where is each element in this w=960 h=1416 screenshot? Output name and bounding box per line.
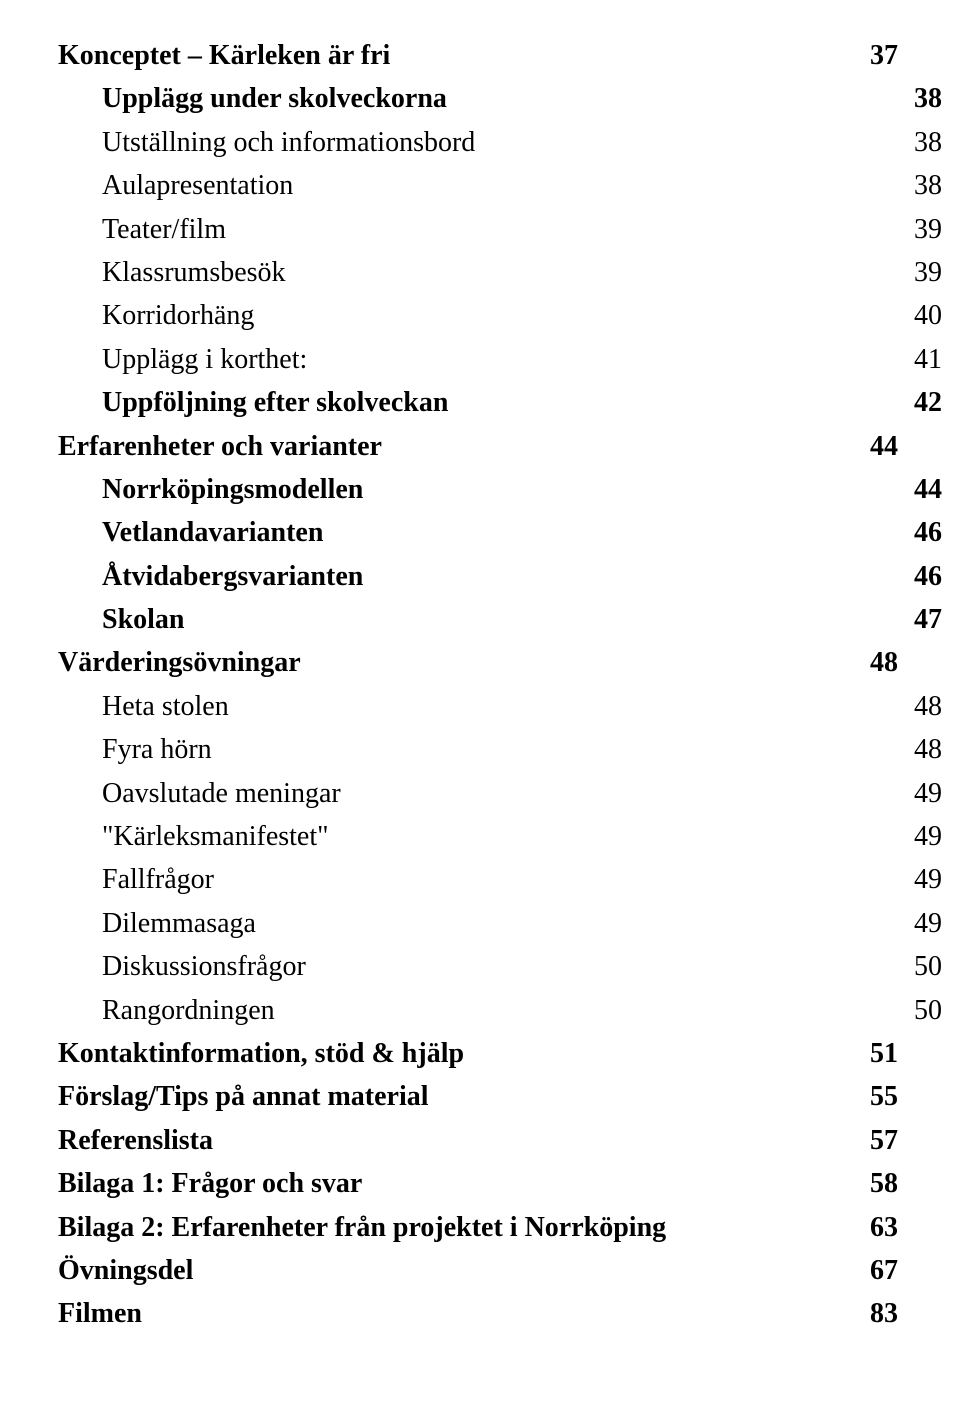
toc-row: Uppföljning efter skolveckan 42 — [58, 381, 942, 424]
toc-row: Erfarenheter och varianter 44 — [58, 425, 898, 468]
toc-page: 49 — [914, 772, 942, 815]
toc-page: 55 — [870, 1075, 898, 1118]
toc-page: 63 — [870, 1206, 898, 1249]
toc-row: "Kärleksmanifestet" 49 — [58, 815, 942, 858]
toc-row: Bilaga 1: Frågor och svar 58 — [58, 1162, 898, 1205]
table-of-contents: Konceptet – Kärleken är fri 37 Upplägg und… — [58, 34, 898, 1336]
toc-row: Förslag/Tips på annat material 55 — [58, 1075, 898, 1118]
toc-page: 67 — [870, 1249, 898, 1292]
toc-label: Teater/film — [102, 208, 226, 251]
toc-row: Filmen 83 — [58, 1292, 898, 1335]
toc-page: 48 — [914, 685, 942, 728]
toc-label: Rangordningen — [102, 989, 275, 1032]
toc-label: Dilemmasaga — [102, 902, 256, 945]
toc-label: Skolan — [102, 598, 185, 641]
toc-row: Upplägg i korthet: 41 — [58, 338, 942, 381]
toc-page: 46 — [914, 555, 942, 598]
toc-label: Upplägg under skolveckorna — [102, 77, 447, 120]
toc-row: Bilaga 2: Erfarenheter från projektet i … — [58, 1206, 898, 1249]
toc-row: Konceptet – Kärleken är fri 37 — [58, 34, 898, 77]
toc-row: Korridorhäng 40 — [58, 294, 942, 337]
toc-page: 48 — [870, 641, 898, 684]
toc-label: Bilaga 2: Erfarenheter från projektet i … — [58, 1206, 666, 1249]
toc-row: Heta stolen 48 — [58, 685, 942, 728]
toc-page: 38 — [914, 77, 942, 120]
toc-label: Konceptet – Kärleken är fri — [58, 34, 390, 77]
toc-label: Bilaga 1: Frågor och svar — [58, 1162, 362, 1205]
toc-page: 40 — [914, 294, 942, 337]
toc-page: 41 — [914, 338, 942, 381]
toc-label: Fallfrågor — [102, 858, 214, 901]
toc-page: 50 — [914, 945, 942, 988]
toc-page: 83 — [870, 1292, 898, 1335]
toc-label: Referenslista — [58, 1119, 213, 1162]
toc-page: 39 — [914, 208, 942, 251]
toc-row: Diskussionsfrågor 50 — [58, 945, 942, 988]
toc-label: Heta stolen — [102, 685, 229, 728]
toc-page: 37 — [870, 34, 898, 77]
toc-page: 49 — [914, 815, 942, 858]
toc-label: Förslag/Tips på annat material — [58, 1075, 429, 1118]
toc-row: Åtvidabergsvarianten 46 — [58, 555, 942, 598]
toc-page: 38 — [914, 164, 942, 207]
toc-page: 42 — [914, 381, 942, 424]
toc-page: 50 — [914, 989, 942, 1032]
toc-label: Oavslutade meningar — [102, 772, 341, 815]
toc-row: Fallfrågor 49 — [58, 858, 942, 901]
toc-row: Referenslista 57 — [58, 1119, 898, 1162]
toc-label: Aulapresentation — [102, 164, 293, 207]
toc-row: Norrköpingsmodellen 44 — [58, 468, 942, 511]
toc-page: 48 — [914, 728, 942, 771]
toc-label: Norrköpingsmodellen — [102, 468, 363, 511]
toc-label: "Kärleksmanifestet" — [102, 815, 329, 858]
toc-page: 57 — [870, 1119, 898, 1162]
toc-page: 39 — [914, 251, 942, 294]
toc-page: 44 — [914, 468, 942, 511]
toc-label: Korridorhäng — [102, 294, 254, 337]
toc-row: Fyra hörn 48 — [58, 728, 942, 771]
toc-row: Oavslutade meningar 49 — [58, 772, 942, 815]
toc-label: Utställning och informationsbord — [102, 121, 475, 164]
toc-row: Värderingsövningar 48 — [58, 641, 898, 684]
toc-page: 38 — [914, 121, 942, 164]
toc-row: Vetlandavarianten 46 — [58, 511, 942, 554]
toc-row: Dilemmasaga 49 — [58, 902, 942, 945]
toc-label: Upplägg i korthet: — [102, 338, 307, 381]
toc-row: Klassrumsbesök 39 — [58, 251, 942, 294]
toc-label: Kontaktinformation, stöd & hjälp — [58, 1032, 464, 1075]
toc-row: Kontaktinformation, stöd & hjälp 51 — [58, 1032, 898, 1075]
toc-page: 47 — [914, 598, 942, 641]
toc-label: Vetlandavarianten — [102, 511, 323, 554]
toc-page: 51 — [870, 1032, 898, 1075]
toc-label: Värderingsövningar — [58, 641, 301, 684]
toc-label: Uppföljning efter skolveckan — [102, 381, 448, 424]
toc-label: Erfarenheter och varianter — [58, 425, 382, 468]
toc-page: 58 — [870, 1162, 898, 1205]
toc-row: Aulapresentation 38 — [58, 164, 942, 207]
toc-row: Upplägg under skolveckorna 38 — [58, 77, 942, 120]
toc-label: Filmen — [58, 1292, 142, 1335]
toc-page: 49 — [914, 902, 942, 945]
toc-row: Teater/film 39 — [58, 208, 942, 251]
toc-label: Diskussionsfrågor — [102, 945, 306, 988]
toc-label: Fyra hörn — [102, 728, 212, 771]
toc-page: 44 — [870, 425, 898, 468]
toc-page: 46 — [914, 511, 942, 554]
toc-label: Övningsdel — [58, 1249, 193, 1292]
toc-page: 49 — [914, 858, 942, 901]
toc-row: Utställning och informationsbord 38 — [58, 121, 942, 164]
toc-label: Åtvidabergsvarianten — [102, 555, 363, 598]
toc-label: Klassrumsbesök — [102, 251, 286, 294]
toc-row: Rangordningen 50 — [58, 989, 942, 1032]
toc-row: Övningsdel 67 — [58, 1249, 898, 1292]
toc-row: Skolan 47 — [58, 598, 942, 641]
